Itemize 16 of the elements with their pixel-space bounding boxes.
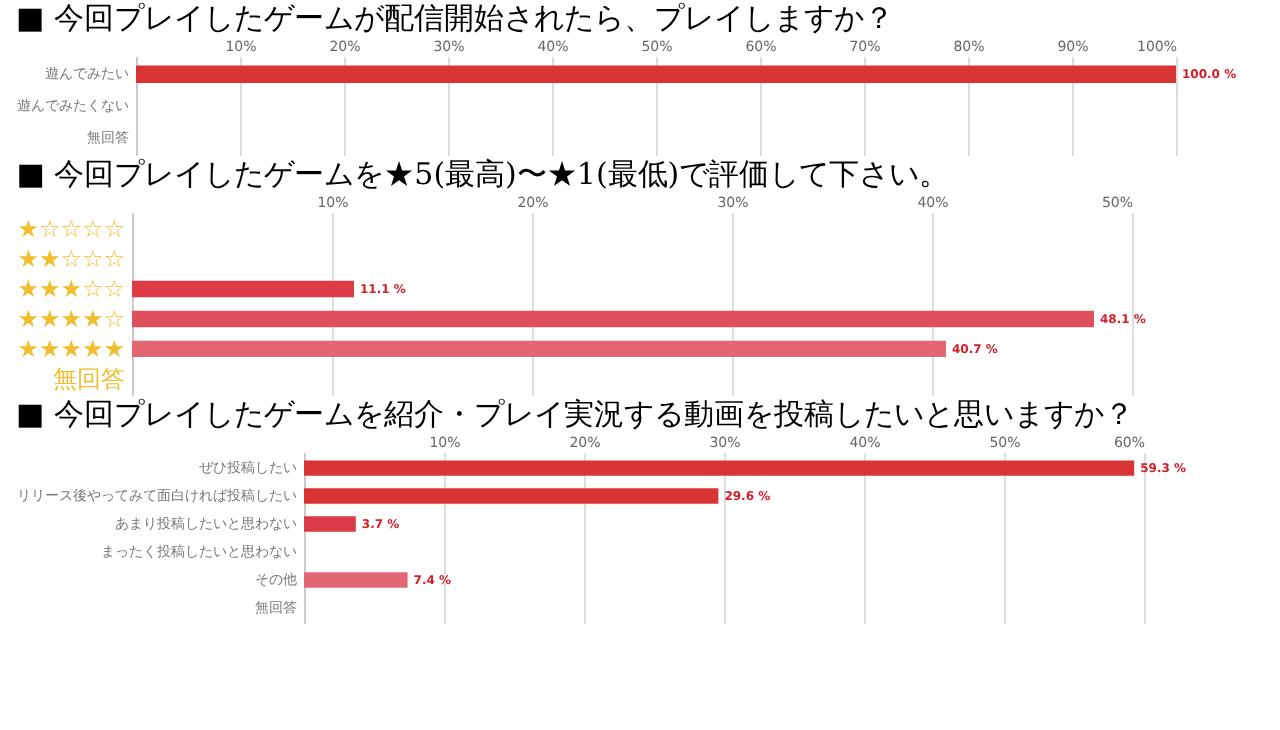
y-tick-label: ★★☆☆☆ bbox=[17, 245, 125, 274]
chart-title: ■ 今回プレイしたゲームが配信開始されたら、プレイしますか？ bbox=[16, 0, 894, 36]
chart-title: ■ 今回プレイしたゲームを★5(最高)〜★1(最低)で評価して下さい。 bbox=[16, 156, 950, 192]
bar bbox=[304, 572, 408, 588]
y-tick-label: ★☆☆☆☆ bbox=[17, 215, 125, 244]
y-tick-label: ★★★★☆ bbox=[17, 304, 125, 333]
bar bbox=[304, 460, 1135, 476]
y-tick-label: ★★★★★ bbox=[17, 334, 125, 363]
y-tick-label: 無回答 bbox=[53, 364, 125, 393]
bar bbox=[132, 280, 354, 298]
y-tick-label: ★★★☆☆ bbox=[17, 275, 125, 304]
bar bbox=[132, 340, 946, 358]
bar bbox=[132, 310, 1094, 328]
bar bbox=[304, 516, 356, 532]
chart-title: ■ 今回プレイしたゲームを紹介・プレイ実況する動画を投稿したいと思いますか？ bbox=[16, 396, 1134, 432]
bar bbox=[304, 488, 719, 504]
